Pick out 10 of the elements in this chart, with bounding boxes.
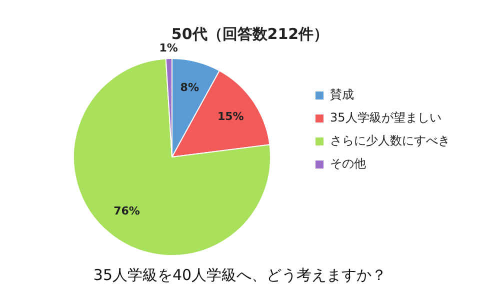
legend-label: その他 (330, 156, 366, 171)
data-label: 76% (114, 204, 140, 218)
legend-label: 35人学級が望ましい (330, 110, 442, 125)
data-label: 15% (217, 110, 244, 123)
data-label: 8% (180, 81, 199, 94)
chart-title: 50代（回答数212件） (171, 24, 329, 43)
legend-label: 賛成 (330, 88, 354, 102)
legend-label: さらに少人数にすべき (330, 134, 450, 148)
text: 35人学級を40人学級へ、どう考えますか？ (92, 266, 388, 285)
data-label: 1% (159, 41, 178, 54)
